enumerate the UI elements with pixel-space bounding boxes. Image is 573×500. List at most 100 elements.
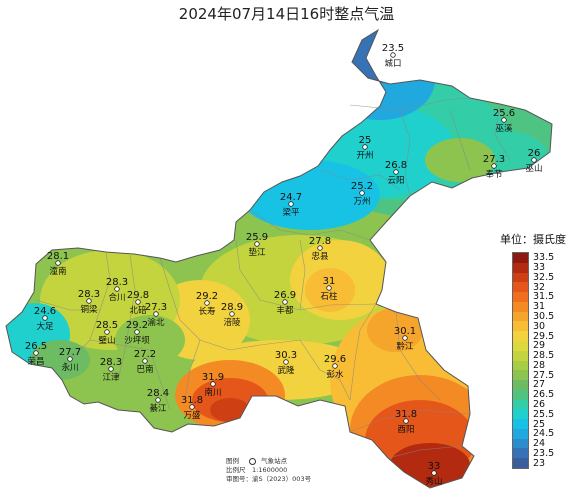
station-dot-icon [332,363,338,369]
station-temperature: 28.1 [47,251,69,262]
legend-label: 30 [533,320,546,332]
station-dot-icon [362,144,368,150]
station-temperature: 26.9 [274,290,296,301]
station-temperature: 33 [428,461,441,472]
legend-label: 27 [533,379,546,391]
station-dot-icon [67,356,73,362]
station-temperature: 26.8 [385,160,407,171]
station-name: 云阳 [387,176,404,186]
station-temperature: 26.5 [25,341,47,352]
legend-label: 25 [533,418,546,430]
station-temperature: 26 [528,148,541,159]
footnote-map-review: 审图号：渝S（2023）003号 [226,475,312,483]
station-dot-icon [204,300,210,306]
station-dot-icon [153,311,159,317]
station-marker: 31.9 南川 [202,372,224,398]
station-marker: 28.1 潼南 [47,251,69,277]
station-marker: 28.3 江津 [100,357,122,383]
station-temperature: 28.4 [147,388,169,399]
station-marker: 27.3 渝北 [145,302,167,328]
station-temperature: 25.9 [246,232,268,243]
station-temperature: 28.5 [96,320,118,331]
station-name: 永川 [61,362,78,373]
station-temperature: 25.2 [351,181,373,192]
legend-label: 31 [533,301,546,313]
station-dot-icon [108,366,114,372]
legend-swatch [513,409,528,420]
legend-label: 24.5 [533,428,555,440]
station-name: 荣昌 [27,356,44,367]
station-dot-icon [531,157,537,163]
station-temperature: 28.3 [106,277,128,288]
station-name: 南川 [204,387,221,398]
legend-label: 29 [533,340,546,352]
station-temperature: 31 [323,276,336,287]
station-dot-icon [104,329,110,335]
station-dot-icon [393,169,399,175]
station-layer: 23.5 城口 25.6 巫溪 25 开州 26.8 云阳 27.3 奉节 26 巫山 24.7 梁平 25… [25,43,543,487]
legend-swatch [513,272,528,283]
legend-label: 26 [533,398,546,410]
station-name: 巫溪 [495,123,513,134]
station-dot-icon [359,190,365,196]
station-temperature: 27.3 [145,302,167,313]
station-marker: 28.4 綦江 [147,388,169,414]
legend-label: 26.5 [533,389,555,401]
legend-swatch [513,458,528,469]
legend-swatch [513,253,528,264]
legend-label: 33 [533,262,546,274]
station-temperature: 31.9 [202,372,224,383]
station-dot-icon [403,418,409,424]
station-dot-icon [283,359,289,365]
station-name: 渝北 [147,317,165,328]
station-temperature: 30.3 [275,350,297,361]
station-marker: 25.2 万州 [351,181,373,207]
station-marker: 24.6 大足 [34,306,56,332]
station-dot-icon [135,299,141,305]
station-marker: 27.8 忠县 [309,236,331,262]
station-name: 江津 [102,372,120,383]
station-marker: 31.8 酉阳 [395,409,417,435]
station-marker: 28.9 涪陵 [221,302,243,328]
station-marker: 28.3 合川 [106,277,128,303]
station-name: 石柱 [320,291,338,302]
station-name: 垫江 [248,247,266,258]
station-temperature: 30.1 [394,326,416,337]
station-temperature: 25.6 [493,108,515,119]
footnote-station-label: 气象站点 [261,457,288,465]
station-name: 巫山 [525,163,542,174]
station-marker: 29.8 北碚 [127,290,149,316]
station-name: 奉节 [485,169,503,180]
station-marker: 29.6 彭水 [324,354,346,380]
station-dot-icon [229,311,235,317]
station-temperature: 24.6 [34,306,56,317]
station-temperature: 29.2 [196,291,218,302]
station-name: 璧山 [98,335,115,346]
station-name: 酉阳 [397,425,414,435]
station-marker: 29.2 沙坪坝 [124,320,150,346]
station-name: 铜梁 [80,304,98,315]
station-dot-icon [317,245,323,251]
legend-label: 28.5 [533,350,555,362]
legend-swatch [513,380,528,391]
station-name: 长寿 [198,306,216,317]
station-name: 涪陵 [223,317,241,328]
station-marker: 25.6 巫溪 [493,108,515,134]
station-temperature: 24.7 [280,192,302,203]
legend-swatch [513,419,528,430]
station-dot-icon [390,52,396,58]
station-temperature: 28.9 [221,302,243,313]
station-marker: 25.9 垫江 [246,232,268,258]
station-temperature: 31.8 [181,395,203,406]
legend-title: 单位：摄氏度 [500,233,566,246]
station-temperature: 27.7 [59,347,81,358]
station-name: 忠县 [311,252,329,262]
station-dot-icon [282,299,288,305]
station-dot-icon [326,285,332,291]
legend-swatch [513,350,528,361]
station-dot-icon [134,329,140,335]
station-marker: 28.3 铜梁 [78,289,100,315]
legend-swatch [513,399,528,410]
station-name: 大足 [36,321,54,332]
station-dot-icon [402,335,408,341]
